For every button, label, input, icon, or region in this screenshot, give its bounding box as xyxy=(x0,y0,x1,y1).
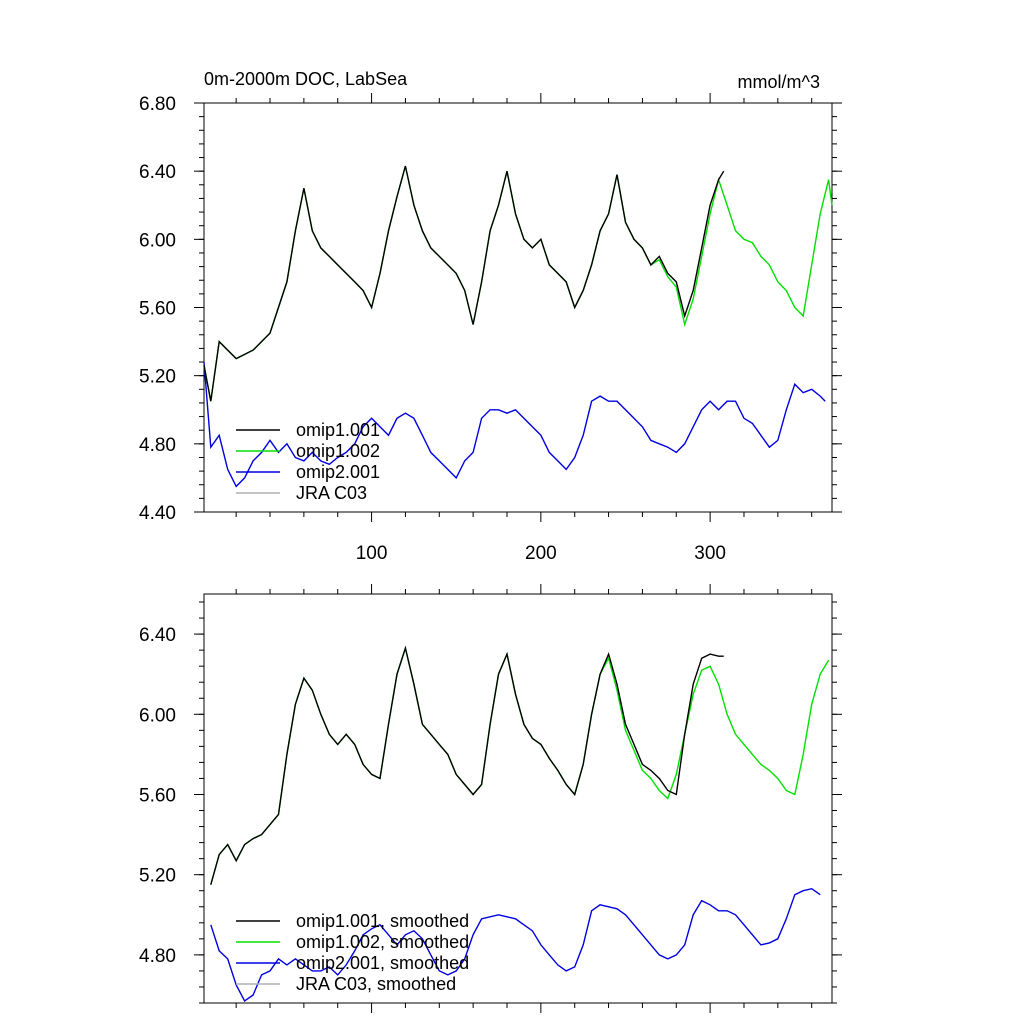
series-line-omip2-001-smoothed xyxy=(210,887,821,1003)
y-tick-label: 6.80 xyxy=(139,94,176,115)
top-chart-title: 0m-2000m DOC, LabSea xyxy=(204,69,408,89)
y-tick-label: 6.00 xyxy=(139,230,176,251)
series-line-omip2-001 xyxy=(203,361,826,488)
x-tick-label: 200 xyxy=(525,543,557,564)
y-tick-label: 6.40 xyxy=(139,162,176,183)
series-line-omip1-002 xyxy=(203,165,833,402)
y-tick-label: 5.60 xyxy=(139,785,176,806)
y-tick-label: 5.20 xyxy=(139,367,176,388)
y-tick-label: 6.40 xyxy=(139,625,176,646)
y-tick-label: 4.40 xyxy=(139,503,176,524)
legend-label: omip1.002 xyxy=(296,441,380,461)
y-tick-label: 5.60 xyxy=(139,299,176,320)
y-tick-label: 4.80 xyxy=(139,435,176,456)
x-tick-label: 100 xyxy=(356,543,388,564)
legend-label: omip2.001 xyxy=(296,462,380,482)
x-tick-label: 300 xyxy=(694,543,726,564)
series-line-omip1-001-smoothed xyxy=(210,645,724,885)
y-tick-label: 4.80 xyxy=(139,946,176,967)
legend-label: JRA C03 xyxy=(296,483,367,503)
legend-label: omip2.001, smoothed xyxy=(296,953,469,973)
series-line-omip1-001 xyxy=(203,165,725,402)
legend-label: JRA C03, smoothed xyxy=(296,974,456,994)
legend-label: omip1.001 xyxy=(296,420,380,440)
y-tick-label: 5.20 xyxy=(139,866,176,887)
series-line-omip1-002-smoothed xyxy=(210,645,830,885)
top-plot-area: 4.40 4.80 5.20 5.60 6.00 6.40 6.80 100 200 300 omi… xyxy=(139,93,842,564)
legend-label: omip1.001, smoothed xyxy=(296,911,469,931)
top-chart-units: mmol/m^3 xyxy=(738,72,820,92)
legend-label: omip1.002, smoothed xyxy=(296,932,469,952)
plot-frame xyxy=(203,593,833,1004)
y-tick-label: 6.00 xyxy=(139,705,176,726)
top-panel: 0m-2000m DOC, LabSea mmol/m^3 4.40 4.80 5.… xyxy=(139,69,842,564)
